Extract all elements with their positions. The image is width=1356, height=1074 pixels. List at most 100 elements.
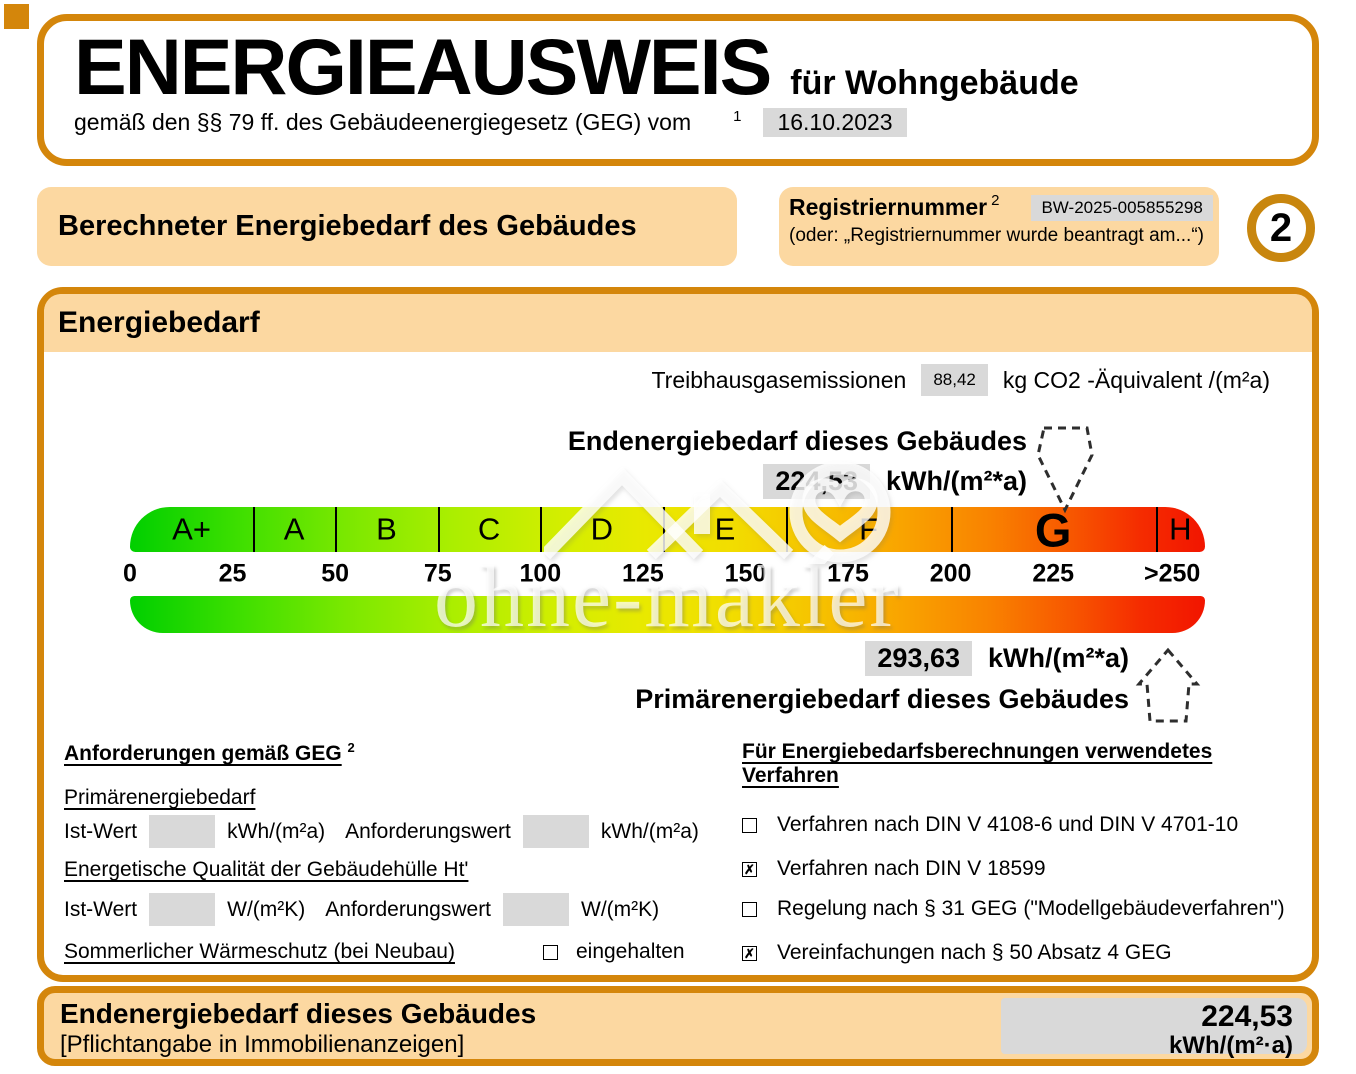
- summer-heat-checkbox[interactable]: [543, 945, 558, 960]
- method-row-par50: ✗ Vereinfachungen nach § 50 Absatz 4 GEG: [742, 941, 1172, 965]
- scale-class-boundary: [438, 507, 440, 552]
- scale-class-boundary: [951, 507, 953, 552]
- method-row-din4108: Verfahren nach DIN V 4108-6 und DIN V 47…: [742, 813, 1238, 837]
- end-energy-arrow-marker: [1034, 424, 1096, 519]
- end-energy-unit: kWh/(m²*a): [886, 466, 1027, 497]
- end-energy-value-row: 224,53 kWh/(m²*a): [763, 464, 1027, 499]
- ghg-value-field: 88,42: [921, 364, 988, 396]
- footer-bar: Endenergiebedarf dieses Gebäudes [Pflich…: [37, 986, 1319, 1066]
- scale-class-B: B: [376, 513, 397, 544]
- method-label: Regelung nach § 31 GEG ("Modellgebäudeve…: [777, 897, 1285, 921]
- method-checkbox-din18599[interactable]: ✗: [742, 862, 757, 877]
- document-subtitle: für Wohngebäude: [790, 64, 1078, 103]
- footnote-2: 2: [991, 192, 999, 209]
- document-title: ENERGIEAUSWEIS: [74, 27, 770, 106]
- scale-class-boundary: [540, 507, 542, 552]
- arrow-down-icon: [1034, 424, 1096, 514]
- ghg-label: Treibhausgasemissionen: [651, 367, 906, 394]
- primary-energy-value-row: 293,63 kWh/(m²*a): [865, 641, 1129, 676]
- method-row-din18599: ✗ Verfahren nach DIN V 18599: [742, 857, 1046, 881]
- energy-efficiency-scale: A+ABCDEFGH 0255075100125150175200225>250: [130, 507, 1205, 633]
- method-checkbox-par31[interactable]: [742, 902, 757, 917]
- scale-tick-0: 0: [123, 560, 137, 589]
- footer-value: 224,53: [1001, 1000, 1293, 1034]
- footer-unit: kWh/(m²·a): [1001, 1032, 1293, 1060]
- footnote-1: 1: [733, 108, 741, 125]
- checkbox-mark: ✗: [744, 947, 755, 960]
- arrow-up-icon: [1135, 647, 1201, 725]
- scale-class-boundary: [663, 507, 665, 552]
- energy-demand-panel: Energiebedarf Treibhausgasemissionen 88,…: [37, 287, 1319, 982]
- scale-tick-175: 175: [827, 560, 869, 589]
- envelope-quality-subheading: Energetische Qualität der Gebäudehülle H…: [64, 858, 468, 882]
- unit-w-2: W/(m²K): [581, 898, 659, 922]
- scale-class-D: D: [591, 513, 613, 544]
- ghg-unit: kg CO2 -Äquivalent /(m²a): [1003, 367, 1270, 394]
- checkbox-mark: ✗: [744, 863, 755, 876]
- ist-wert-label-2: Ist-Wert: [64, 898, 137, 922]
- page-number: 2: [1270, 206, 1292, 251]
- scale-tick-225: 225: [1032, 560, 1074, 589]
- greenhouse-gas-row: Treibhausgasemissionen 88,42 kg CO2 -Äqu…: [651, 364, 1270, 396]
- issue-date-field: 16.10.2023: [763, 108, 906, 137]
- footnote-2b: 2: [348, 740, 355, 755]
- ist-wert-field[interactable]: [149, 815, 215, 848]
- requirements-heading-text: Anforderungen gemäß GEG: [64, 742, 342, 765]
- method-label: Verfahren nach DIN V 4108-6 und DIN V 47…: [777, 813, 1238, 837]
- primary-energy-value-field: 293,63: [865, 641, 972, 676]
- method-row-par31: Regelung nach § 31 GEG ("Modellgebäudeve…: [742, 897, 1285, 921]
- anforderungswert-field-2[interactable]: [503, 893, 569, 926]
- scale-class-C: C: [478, 513, 500, 544]
- unit-kwh: kWh/(m²a): [227, 820, 325, 844]
- scale-tick-75: 75: [424, 560, 452, 589]
- energy-certificate-page: ENERGIEAUSWEIS für Wohngebäude gemäß den…: [0, 0, 1356, 1074]
- section-banner: Berechneter Energiebedarf des Gebäudes: [37, 187, 737, 266]
- method-label: Vereinfachungen nach § 50 Absatz 4 GEG: [777, 941, 1172, 965]
- requirements-heading: Anforderungen gemäß GEG 2: [64, 740, 355, 766]
- method-label: Verfahren nach DIN V 18599: [777, 857, 1046, 881]
- scale-class-A+: A+: [172, 513, 211, 544]
- law-reference: gemäß den §§ 79 ff. des Gebäudeenergiege…: [74, 109, 691, 136]
- unit-w: W/(m²K): [227, 898, 305, 922]
- anforderungswert-label-2: Anforderungswert: [325, 898, 491, 922]
- panel-title-band: Energiebedarf: [44, 294, 1312, 352]
- scale-class-boundary: [335, 507, 337, 552]
- panel-title: Energiebedarf: [58, 306, 260, 340]
- scale-tick-150: 150: [725, 560, 767, 589]
- method-checkbox-par50[interactable]: ✗: [742, 946, 757, 961]
- scale-number-strip: 0255075100125150175200225>250: [130, 552, 1205, 596]
- primary-energy-arrow-marker: [1135, 647, 1201, 730]
- anforderungswert-field[interactable]: [523, 815, 589, 848]
- summer-heat-heading: Sommerlicher Wärmeschutz (bei Neubau): [64, 940, 455, 964]
- primary-energy-subheading: Primärenergiebedarf: [64, 786, 255, 810]
- scale-class-boundary: [253, 507, 255, 552]
- page-2-badge: 2: [1247, 194, 1315, 262]
- header-box: ENERGIEAUSWEIS für Wohngebäude gemäß den…: [37, 14, 1319, 166]
- envelope-values-row: Ist-Wert W/(m²K) Anforderungswert W/(m²K…: [64, 893, 659, 926]
- footer-value-box: 224,53 kWh/(m²·a): [1001, 998, 1307, 1054]
- scale-tick-100: 100: [519, 560, 561, 589]
- anforderungswert-label: Anforderungswert: [345, 820, 511, 844]
- corner-mark: [4, 4, 29, 29]
- registration-number-field: BW-2025-005855298: [1031, 195, 1212, 221]
- scale-class-F: F: [859, 513, 878, 544]
- registration-alt-text: (oder: „Registriernummer wurde beantragt…: [789, 225, 1219, 247]
- primary-energy-unit: kWh/(m²*a): [988, 643, 1129, 674]
- section-banner-title: Berechneter Energiebedarf des Gebäudes: [58, 210, 637, 243]
- scale-class-H: H: [1169, 513, 1191, 544]
- end-energy-label: Endenergiebedarf dieses Gebäudes: [568, 426, 1027, 457]
- unit-kwh-2: kWh/(m²a): [601, 820, 699, 844]
- scale-class-A: A: [284, 513, 305, 544]
- scale-tick-200: 200: [930, 560, 972, 589]
- scale-tick->250: >250: [1144, 560, 1200, 589]
- ist-wert-label: Ist-Wert: [64, 820, 137, 844]
- method-checkbox-din4108[interactable]: [742, 818, 757, 833]
- summer-heat-label: eingehalten: [576, 940, 685, 964]
- registration-label: Registriernummer: [789, 194, 987, 221]
- scale-class-boundary: [786, 507, 788, 552]
- scale-tick-25: 25: [219, 560, 247, 589]
- ist-wert-field-2[interactable]: [149, 893, 215, 926]
- summer-heat-row: Sommerlicher Wärmeschutz (bei Neubau) ei…: [64, 940, 685, 964]
- scale-tick-125: 125: [622, 560, 664, 589]
- primary-energy-values-row: Ist-Wert kWh/(m²a) Anforderungswert kWh/…: [64, 815, 699, 848]
